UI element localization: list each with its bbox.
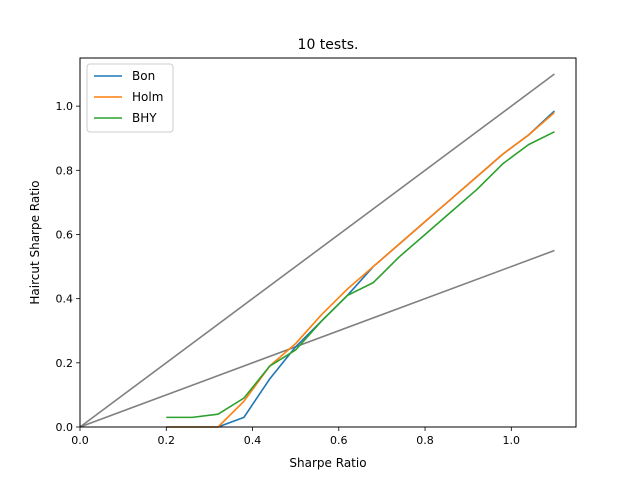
series-line-holm [166,111,555,428]
series-line-bhy [166,131,555,419]
x-tick-label: 0.6 [330,434,348,447]
y-tick-label: 0.6 [56,228,74,241]
chart-title: 10 tests. [298,37,359,53]
x-tick-label: 0.8 [416,434,434,447]
x-tick-label: 1.0 [503,434,521,447]
y-tick-label: 1.0 [56,100,74,113]
x-tick-label: 0.2 [158,434,176,447]
reference-line-3 [79,73,555,428]
plot-frame [79,57,577,428]
y-axis-label: Haircut Sharpe Ratio [28,180,42,304]
y-tick-label: 0.0 [56,421,74,434]
axes-layer: 0.0 0.2 0.4 0.6 0.8 1.0 0.0 0.2 0.4 0.6 0.8 1.0 [56,100,521,447]
y-tick-label: 0.2 [56,357,74,370]
legend-box [86,63,174,133]
legend-label: Bon [132,69,155,83]
reference-line-4 [79,249,555,428]
series-layer [79,73,555,428]
legend: Bon Holm BHY [86,63,174,133]
y-tick-label: 0.4 [56,293,74,306]
legend-label: BHY [132,111,157,125]
x-tick-label: 0.4 [244,434,262,447]
x-tick-label: 0.0 [71,434,89,447]
x-axis-label: Sharpe Ratio [289,456,366,470]
legend-label: Holm [132,90,163,104]
y-tick-label: 0.8 [56,164,74,177]
